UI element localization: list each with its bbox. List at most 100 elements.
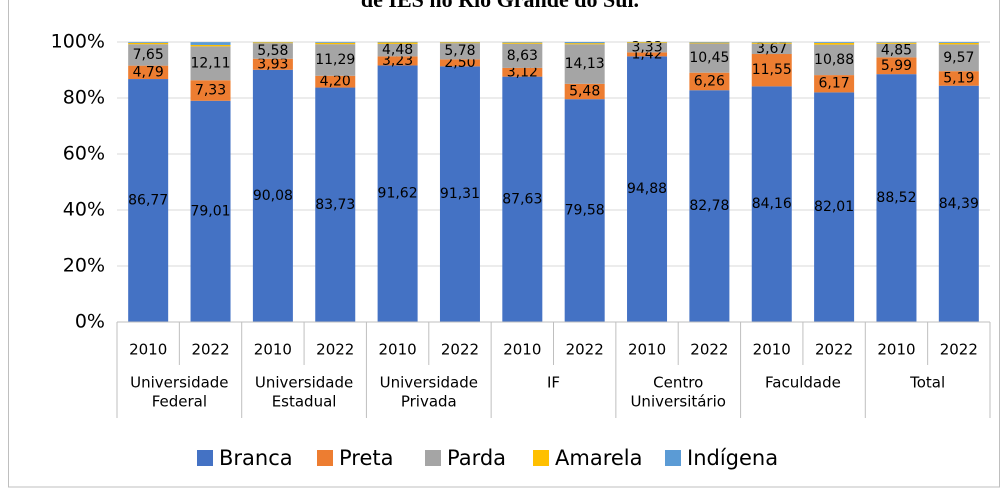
group-label: Universidade bbox=[380, 374, 478, 392]
bar-segment bbox=[938, 42, 979, 43]
bar-segment bbox=[439, 59, 480, 67]
bar-segment bbox=[315, 75, 356, 88]
bar-segment bbox=[938, 85, 979, 322]
data-label: 94,88 bbox=[627, 181, 667, 197]
data-label: 4,20 bbox=[320, 74, 351, 90]
data-label: 83,73 bbox=[315, 197, 355, 213]
bar-segment bbox=[689, 72, 730, 91]
bar-segment bbox=[502, 76, 543, 322]
legend-label: Branca bbox=[219, 446, 293, 470]
bar-segment bbox=[564, 43, 605, 45]
group-label: Faculdade bbox=[765, 374, 841, 392]
x-tick-label: 2010 bbox=[877, 341, 915, 359]
x-tick-label: 2010 bbox=[503, 341, 541, 359]
bar-segment bbox=[377, 42, 418, 44]
bar-segment bbox=[502, 67, 543, 77]
data-label: 79,01 bbox=[190, 203, 230, 219]
bar-segment bbox=[751, 42, 792, 44]
bar-segment bbox=[876, 74, 917, 322]
bar-segment bbox=[252, 58, 293, 70]
chart-title: de IES no Rio Grande do Sul. bbox=[361, 0, 639, 12]
bar-segment bbox=[751, 54, 792, 87]
bar-segment bbox=[190, 42, 231, 45]
group-label: Universidade bbox=[130, 374, 228, 392]
bar-segment bbox=[377, 56, 418, 66]
bar-segment bbox=[190, 44, 231, 47]
bar-segment bbox=[502, 43, 543, 68]
bar-segment bbox=[876, 43, 917, 58]
bar-segment bbox=[564, 99, 605, 323]
data-label: 6,26 bbox=[694, 73, 725, 89]
bar-segment bbox=[252, 69, 293, 322]
bar-segment bbox=[190, 100, 231, 322]
bar-segment bbox=[564, 83, 605, 100]
legend-label: Preta bbox=[339, 446, 394, 470]
group-label: Federal bbox=[152, 393, 207, 411]
data-label: 12,11 bbox=[190, 55, 230, 71]
bar-segment bbox=[627, 42, 668, 44]
group-label: Universitário bbox=[630, 393, 726, 411]
data-label: 90,08 bbox=[253, 188, 293, 204]
bar-segment bbox=[751, 86, 792, 323]
bar-segment bbox=[564, 44, 605, 84]
legend-swatch bbox=[425, 450, 441, 466]
data-label: 4,48 bbox=[382, 42, 413, 58]
data-label: 5,99 bbox=[881, 58, 912, 74]
x-tick-label: 2022 bbox=[815, 341, 853, 359]
bar-segment bbox=[876, 42, 917, 43]
data-label: 88,52 bbox=[876, 190, 916, 206]
x-tick-label: 2010 bbox=[379, 341, 417, 359]
bar-segment bbox=[876, 57, 917, 75]
legend-swatch bbox=[665, 450, 681, 466]
group-label: Universidade bbox=[255, 374, 353, 392]
bar-segment bbox=[128, 65, 169, 80]
bar-segment bbox=[689, 43, 730, 73]
data-label: 11,29 bbox=[315, 52, 355, 68]
data-label: 84,39 bbox=[939, 196, 979, 212]
bar-segment bbox=[190, 80, 231, 101]
y-tick-label: 0% bbox=[75, 311, 105, 333]
x-tick-label: 2010 bbox=[254, 341, 292, 359]
group-label: Centro bbox=[653, 374, 703, 392]
x-tick-label: 2022 bbox=[316, 341, 354, 359]
bar-segment bbox=[627, 52, 668, 57]
data-label: 5,78 bbox=[444, 43, 475, 59]
data-label: 4,85 bbox=[881, 43, 912, 59]
bar-segment bbox=[128, 79, 169, 322]
bar-segment bbox=[315, 42, 356, 45]
data-label: 82,01 bbox=[814, 199, 854, 215]
data-label: 84,16 bbox=[752, 196, 792, 212]
data-label: 79,58 bbox=[565, 203, 605, 219]
x-tick-label: 2022 bbox=[690, 341, 728, 359]
bar-segment bbox=[439, 66, 480, 322]
data-label: 3,67 bbox=[756, 41, 787, 57]
data-label: 3,33 bbox=[631, 40, 662, 56]
data-label: 7,33 bbox=[195, 83, 226, 99]
bar-segment bbox=[502, 42, 543, 44]
data-label: 3,23 bbox=[382, 53, 413, 69]
y-tick-label: 40% bbox=[63, 199, 105, 221]
bar-segment bbox=[377, 41, 418, 43]
legend-label: Parda bbox=[447, 446, 506, 470]
data-label: 14,13 bbox=[565, 56, 605, 72]
y-tick-label: 80% bbox=[63, 87, 105, 109]
bar-segment bbox=[938, 71, 979, 86]
data-label: 11,55 bbox=[752, 62, 792, 78]
bar-segment bbox=[128, 41, 169, 43]
chart-border bbox=[8, 0, 1000, 488]
bar-segment bbox=[190, 46, 231, 81]
data-label: 82,78 bbox=[689, 198, 729, 214]
bar-segment bbox=[938, 42, 979, 45]
data-label: 6,17 bbox=[819, 76, 850, 92]
bar-segment bbox=[938, 44, 979, 72]
group-label: Total bbox=[909, 374, 945, 392]
data-label: 9,57 bbox=[943, 50, 974, 66]
bar-segment bbox=[439, 42, 480, 44]
bar-segment bbox=[689, 42, 730, 44]
bar-segment bbox=[315, 87, 356, 322]
bar-segment bbox=[814, 75, 855, 93]
bar-segment bbox=[128, 44, 169, 66]
x-tick-label: 2022 bbox=[441, 341, 479, 359]
legend-label: Indígena bbox=[687, 446, 778, 470]
